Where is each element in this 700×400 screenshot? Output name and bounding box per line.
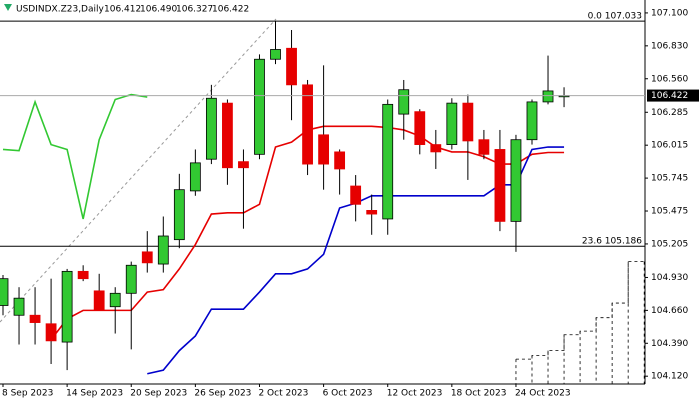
candle-body [29, 314, 41, 323]
candle-body [61, 270, 73, 343]
candle-body [302, 84, 313, 165]
x-tick-label: 12 Oct 2023 [387, 389, 443, 399]
x-tick-label: 20 Sep 2023 [130, 389, 187, 399]
header-title: USDINDX.Z23,Daily [16, 5, 104, 15]
y-tick-label: 106.830 [651, 41, 688, 51]
candle-body [286, 47, 297, 86]
indicator-line [2, 93, 148, 220]
candle-body [350, 185, 362, 205]
candle-body [173, 189, 185, 241]
x-tick-label: 2 Oct 2023 [258, 389, 308, 399]
candle-body [13, 297, 25, 316]
candle-body [222, 102, 233, 169]
candle-body [141, 251, 153, 264]
candle-body [0, 278, 9, 306]
header-icon [4, 4, 12, 11]
candle-body [366, 210, 378, 215]
candle-body [93, 290, 105, 311]
candle-body [382, 103, 394, 220]
candle-body [270, 49, 281, 60]
y-tick-label: 104.120 [651, 372, 688, 382]
x-tick-label: 8 Sep 2023 [2, 389, 53, 399]
y-tick-label: 105.745 [651, 174, 688, 184]
y-tick-label: 106.015 [651, 141, 688, 151]
y-tick-label: 104.930 [651, 273, 688, 283]
cloud-top [515, 261, 645, 360]
candle-body [430, 144, 442, 153]
candle-body [77, 270, 89, 280]
level-label: 23.6 105.186 [582, 237, 642, 247]
x-tick-label: 18 Oct 2023 [451, 389, 507, 399]
candle-body [157, 235, 169, 265]
y-tick-label: 106.560 [651, 74, 688, 84]
candle-body [189, 162, 201, 192]
y-tick-label: 106.285 [651, 108, 688, 118]
header-open: 106.412 [104, 5, 141, 15]
y-tick-label: 107.100 [651, 8, 688, 18]
candle-body [494, 149, 506, 222]
y-tick-label: 105.475 [651, 207, 688, 217]
candle-body [414, 111, 426, 145]
header-low: 106.327 [176, 5, 213, 15]
y-tick-label: 105.205 [651, 239, 688, 249]
candle-body [462, 102, 474, 142]
candle-body [318, 134, 330, 165]
candle-body [398, 89, 410, 115]
candle-body [254, 58, 265, 155]
candle-body [542, 90, 554, 103]
x-tick-label: 14 Sep 2023 [66, 389, 123, 399]
trend-line [0, 18, 277, 323]
candle-body [238, 161, 249, 169]
x-tick-label: 24 Oct 2023 [515, 389, 571, 399]
candle-body [526, 101, 538, 141]
x-tick-label: 26 Sep 2023 [194, 389, 251, 399]
price-label: 106.422 [651, 91, 688, 101]
candle-body [45, 323, 57, 342]
candle-body [446, 102, 458, 145]
header-close: 106.422 [212, 5, 249, 15]
level-label: 0.0 107.033 [588, 12, 642, 22]
x-tick-label: 6 Oct 2023 [323, 389, 373, 399]
candle-body [334, 151, 346, 170]
candle-body [478, 139, 490, 155]
candle-body [510, 139, 522, 222]
y-tick-label: 104.660 [651, 306, 688, 316]
price-box [647, 89, 699, 102]
candle-body [125, 264, 137, 294]
candle-body [109, 292, 121, 308]
header-high: 106.490 [140, 5, 177, 15]
y-tick-label: 104.390 [651, 339, 688, 349]
candle-body [205, 97, 217, 160]
